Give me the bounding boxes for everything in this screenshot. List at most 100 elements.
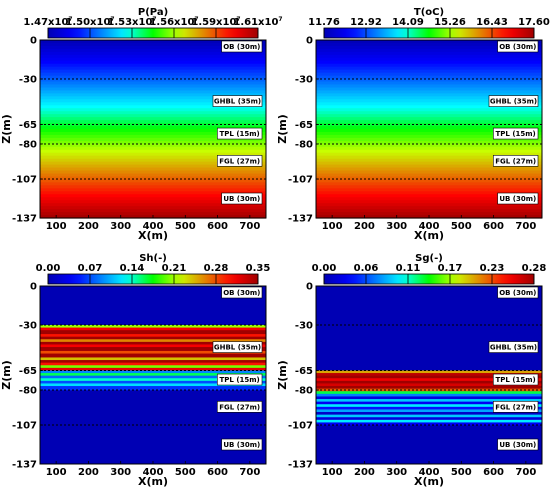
x-tick-label: 500: [175, 467, 196, 478]
y-tick-label: -107: [288, 175, 313, 186]
heatmap-band: [316, 396, 542, 400]
layer-label-box: [497, 438, 539, 451]
heatmap-cell: [40, 134, 266, 139]
x-tick-label: 100: [46, 221, 67, 232]
heatmap-band: [40, 347, 266, 352]
heatmap-band: [40, 334, 266, 338]
heatmap-cell: [316, 203, 542, 207]
heatmap-cell: [40, 176, 266, 181]
x-tick-label: 400: [143, 467, 164, 478]
x-tick-label: 100: [46, 467, 67, 478]
heatmap-cell: [40, 45, 266, 50]
y-axis-label: Z(m): [0, 114, 13, 144]
heatmap-cell: [40, 129, 266, 133]
heatmap-band: [316, 404, 542, 408]
layer-label: UB (30m): [499, 441, 536, 449]
layer-label: TPL (15m): [496, 130, 536, 138]
x-tick-label: 100: [322, 467, 343, 478]
heatmap-cell: [316, 129, 542, 133]
y-tick-label: -80: [295, 385, 313, 396]
colorbar-tick-label: 15.26: [434, 17, 466, 28]
x-tick-label: 500: [175, 221, 196, 232]
heatmap-cell: [40, 54, 266, 59]
layer-label: OB (30m): [223, 289, 260, 297]
y-tick-label: -65: [295, 366, 313, 377]
colorbar-tick-label: 1.56x107: [149, 16, 198, 28]
heatmap-cell: [316, 42, 542, 47]
colorbar-title: T(oC): [414, 7, 444, 18]
colorbar-tick-label: 0.28: [522, 263, 547, 274]
heatmap-cell: [40, 96, 266, 100]
heatmap-cell: [40, 99, 266, 103]
heatmap-band: [316, 386, 542, 390]
colorbar-tick-label: 1.59x107: [191, 16, 240, 28]
y-axis-label: Z(m): [276, 360, 289, 390]
heatmap-band: [40, 341, 266, 345]
heatmap-cell: [316, 158, 542, 163]
heatmap-cell: [40, 84, 266, 89]
heatmap-cell: [316, 212, 542, 216]
x-tick-label: 700: [239, 221, 260, 232]
colorbar-tick-label: 1.50x107: [65, 16, 114, 28]
layer-label: OB (30m): [223, 43, 260, 51]
y-tick-label: -30: [19, 74, 37, 85]
layer-label-box: [497, 286, 539, 299]
panel-temperature: T(oC) 11.76 12.92 14.09 15.26 16.43 17.60 OB (3…: [276, 7, 550, 242]
heatmap-cell: [316, 84, 542, 89]
layer-label: TPL (15m): [220, 376, 260, 384]
y-tick-label: -65: [19, 366, 37, 377]
y-tick-label: 0: [30, 282, 37, 293]
heatmap-band: [40, 350, 266, 354]
heatmap-cell: [40, 81, 266, 86]
heatmap-cell: [316, 87, 542, 92]
layer-label: GHBL (35m): [214, 344, 261, 352]
y-tick-label: -137: [12, 460, 37, 471]
heatmap-cell: [40, 126, 266, 130]
colorbar-tick-label: 1.61x107: [233, 16, 282, 28]
heatmap-band: [316, 378, 542, 382]
heatmap-band: [40, 327, 266, 331]
heatmap-cell: [40, 90, 266, 94]
heatmap-cell: [316, 206, 542, 210]
heatmap-cell: [316, 40, 542, 44]
heatmap-cell: [316, 120, 542, 124]
colorbar: [47, 273, 259, 285]
colorbar-title: P(Pa): [138, 7, 168, 18]
heatmap-cell: [316, 176, 542, 181]
x-tick-label: 500: [451, 467, 472, 478]
heatmap-cell: [316, 149, 542, 154]
colorbar-tick-label: 17.60: [518, 17, 550, 28]
heatmap-band: [40, 383, 266, 387]
heatmap-cell: [40, 179, 266, 183]
heatmap-band: [40, 357, 266, 361]
x-tick-label: 200: [354, 221, 375, 232]
heatmap-cell: [40, 140, 266, 145]
heatmap-cell: [40, 164, 266, 169]
heatmap-band: [316, 409, 542, 413]
layer-label: FGL (27m): [495, 157, 536, 165]
layer-label: GHBL (35m): [490, 344, 537, 352]
y-tick-label: -80: [19, 139, 37, 150]
heatmap-cell: [316, 137, 542, 142]
layer-label: OB (30m): [499, 289, 536, 297]
heatmap-cell: [316, 78, 542, 83]
heatmap-band: [316, 373, 542, 377]
layer-label-box: [497, 192, 539, 205]
colorbar-tick-label: 0.07: [78, 263, 103, 274]
heatmap-cell: [316, 164, 542, 169]
heatmap-cell: [316, 185, 542, 189]
colorbar-tick-label: 14.09: [392, 17, 424, 28]
heatmap-cell: [40, 152, 266, 157]
heatmap-band: [40, 353, 266, 358]
heatmap-cell: [40, 102, 266, 106]
colorbar-tick-label: 12.92: [350, 17, 382, 28]
heatmap-cell: [40, 69, 266, 74]
layer-label-box: [488, 341, 539, 353]
heatmap-cell: [316, 131, 542, 136]
x-tick-label: 300: [110, 467, 131, 478]
heatmap-cell: [316, 72, 542, 77]
layer-label-box: [492, 127, 539, 140]
y-tick-label: -65: [19, 120, 37, 131]
heatmap-band: [316, 383, 542, 387]
heatmap-band: [40, 367, 266, 371]
